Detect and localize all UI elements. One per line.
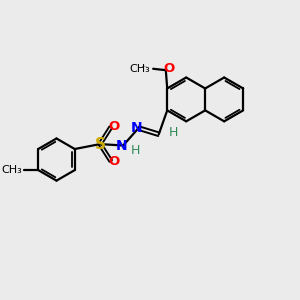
Text: N: N bbox=[116, 139, 127, 152]
Text: O: O bbox=[164, 62, 175, 75]
Text: methoxy: methoxy bbox=[142, 66, 148, 68]
Text: O: O bbox=[109, 120, 120, 133]
Text: CH₃: CH₃ bbox=[2, 165, 22, 175]
Text: S: S bbox=[94, 136, 106, 152]
Text: CH₃: CH₃ bbox=[130, 64, 150, 74]
Text: H: H bbox=[169, 126, 178, 140]
Text: O: O bbox=[109, 155, 120, 168]
Text: N: N bbox=[130, 121, 142, 135]
Text: H: H bbox=[131, 144, 140, 157]
